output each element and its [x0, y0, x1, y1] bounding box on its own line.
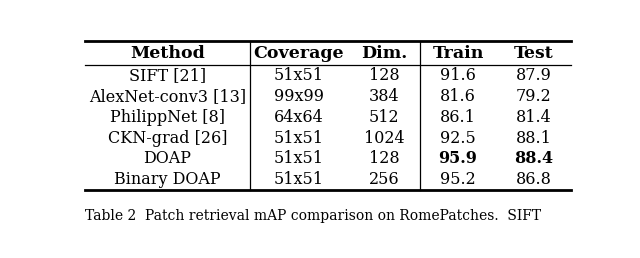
Text: 128: 128 — [369, 150, 399, 167]
Text: 79.2: 79.2 — [515, 88, 551, 105]
Text: 92.5: 92.5 — [440, 130, 476, 147]
Text: 86.1: 86.1 — [440, 109, 476, 126]
Text: 91.6: 91.6 — [440, 67, 476, 84]
Text: Train: Train — [433, 45, 484, 62]
Text: 95.9: 95.9 — [438, 150, 477, 167]
Text: Table 2  Patch retrieval mAP comparison on RomePatches.  SIFT: Table 2 Patch retrieval mAP comparison o… — [85, 209, 541, 223]
Text: 64x64: 64x64 — [274, 109, 324, 126]
Text: 99x99: 99x99 — [274, 88, 324, 105]
Text: 128: 128 — [369, 67, 399, 84]
Text: DOAP: DOAP — [143, 150, 191, 167]
Text: 81.4: 81.4 — [515, 109, 551, 126]
Text: Method: Method — [130, 45, 205, 62]
Text: Binary DOAP: Binary DOAP — [115, 171, 221, 188]
Text: PhilippNet [8]: PhilippNet [8] — [110, 109, 225, 126]
Text: 51x51: 51x51 — [274, 150, 324, 167]
Text: 51x51: 51x51 — [274, 171, 324, 188]
Text: 87.9: 87.9 — [515, 67, 551, 84]
Text: 51x51: 51x51 — [274, 67, 324, 84]
Text: AlexNet-conv3 [13]: AlexNet-conv3 [13] — [89, 88, 246, 105]
Text: 51x51: 51x51 — [274, 130, 324, 147]
Text: Coverage: Coverage — [253, 45, 344, 62]
Text: 88.4: 88.4 — [514, 150, 553, 167]
Text: SIFT [21]: SIFT [21] — [129, 67, 206, 84]
Text: Dim.: Dim. — [361, 45, 407, 62]
Text: 95.2: 95.2 — [440, 171, 476, 188]
Text: 512: 512 — [369, 109, 399, 126]
Text: 88.1: 88.1 — [515, 130, 551, 147]
Text: 256: 256 — [369, 171, 399, 188]
Text: Test: Test — [513, 45, 553, 62]
Text: CKN-grad [26]: CKN-grad [26] — [108, 130, 227, 147]
Text: 384: 384 — [369, 88, 399, 105]
Text: 81.6: 81.6 — [440, 88, 476, 105]
Text: 86.8: 86.8 — [515, 171, 551, 188]
Text: 1024: 1024 — [364, 130, 404, 147]
